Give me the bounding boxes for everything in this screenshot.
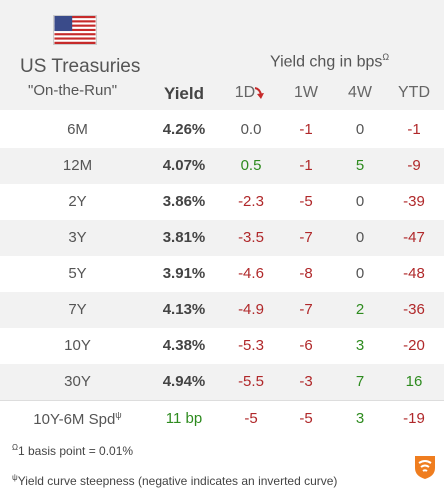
row-change-ytd: -48	[403, 265, 425, 282]
row-change-4w: 2	[355, 301, 365, 318]
row-change-1d: -5.3	[238, 337, 264, 354]
row-change-1w: -1	[299, 157, 313, 174]
row-change-1d: -2.3	[238, 193, 264, 210]
spread-1d: -5	[244, 410, 258, 427]
col-header-1d[interactable]: 1D	[222, 84, 280, 102]
row-change-1w: -7	[299, 301, 313, 318]
table-subtitle: "On-the-Run"	[28, 82, 118, 99]
table-row: 2Y 3.86% -2.3 -5 0 -39	[0, 184, 444, 220]
col-header-1d-label: 1D	[234, 84, 256, 101]
row-change-4w: 0	[355, 121, 365, 138]
spread-divider	[0, 400, 444, 401]
row-change-1w: -6	[299, 337, 313, 354]
row-change-ytd: -36	[403, 301, 425, 318]
row-change-4w: 0	[355, 193, 365, 210]
table-row: 6M 4.26% 0.0 -1 0 -1	[0, 112, 444, 148]
footnote-basis-point: Ω1 basis point = 0.01%	[12, 443, 133, 458]
col-header-ytd[interactable]: YTD	[398, 84, 430, 101]
row-change-1d: -3.5	[238, 229, 264, 246]
footnote-curve: ψYield curve steepness (negative indicat…	[12, 473, 337, 488]
col-header-yield[interactable]: Yield	[164, 84, 204, 103]
row-maturity-label: 2Y	[68, 193, 87, 210]
row-change-1w: -3	[299, 373, 313, 390]
table-row: 12M 4.07% 0.5 -1 5 -9	[0, 148, 444, 184]
row-change-1d: -4.6	[238, 265, 264, 282]
row-change-ytd: -39	[403, 193, 425, 210]
col-header-4w[interactable]: 4W	[348, 84, 372, 101]
row-change-4w: 0	[355, 229, 365, 246]
row-yield: 4.26%	[162, 121, 206, 138]
spread-row: 10Y-6M Spdψ 11 bp -5 -5 3 -19	[0, 401, 444, 437]
row-change-4w: 0	[355, 265, 365, 282]
row-change-ytd: 16	[405, 373, 423, 390]
row-change-4w: 3	[355, 337, 365, 354]
us-flag-icon	[53, 15, 97, 45]
row-yield: 3.81%	[162, 229, 206, 246]
row-maturity-label: 10Y	[64, 337, 91, 354]
row-change-1w: -7	[299, 229, 313, 246]
row-yield: 4.38%	[162, 337, 206, 354]
row-yield: 3.91%	[162, 265, 206, 282]
row-change-1w: -5	[299, 193, 313, 210]
row-maturity-label: 12M	[62, 157, 93, 174]
spread-1w: -5	[299, 410, 313, 427]
row-change-1w: -1	[299, 121, 313, 138]
row-yield: 3.86%	[162, 193, 206, 210]
table-title: US Treasuries	[20, 56, 141, 77]
row-maturity-label: 30Y	[64, 373, 91, 390]
table-row: 7Y 4.13% -4.9 -7 2 -36	[0, 292, 444, 328]
row-change-4w: 7	[355, 373, 365, 390]
row-maturity-label: 3Y	[68, 229, 87, 246]
row-change-4w: 5	[355, 157, 365, 174]
table-row: 5Y 3.91% -4.6 -8 0 -48	[0, 256, 444, 292]
row-change-1d: 0.0	[240, 121, 262, 138]
table-header: US Treasuries "On-the-Run" Yield chg in …	[0, 0, 444, 110]
spread-4w: 3	[355, 410, 365, 427]
yield-change-label: Yield chg in bps	[270, 53, 383, 71]
row-change-1d: -5.5	[238, 373, 264, 390]
row-change-ytd: -9	[407, 157, 421, 174]
footnote-curve-text: Yield curve steepness (negative indicate…	[17, 474, 338, 488]
row-maturity-label: 7Y	[68, 301, 87, 318]
brand-logo-icon[interactable]	[412, 454, 438, 480]
psi-footnote-marker: ψ	[115, 410, 122, 420]
row-maturity-label: 5Y	[68, 265, 87, 282]
row-change-ytd: -20	[403, 337, 425, 354]
footnote-basis-marker: Ω	[12, 443, 18, 452]
row-change-1d: -4.9	[238, 301, 264, 318]
spread-value: 11 bp	[165, 410, 203, 427]
footnote-basis-text: 1 basis point = 0.01%	[17, 444, 134, 458]
row-change-1w: -8	[299, 265, 313, 282]
row-yield: 4.94%	[162, 373, 206, 390]
spread-label: 10Y-6M Spdψ	[20, 410, 135, 428]
table-row: 10Y 4.38% -5.3 -6 3 -20	[0, 328, 444, 364]
col-header-1w[interactable]: 1W	[294, 84, 318, 101]
row-yield: 4.07%	[162, 157, 206, 174]
table-row: 30Y 4.94% -5.5 -3 7 16	[0, 364, 444, 400]
omega-footnote-marker: Ω	[382, 52, 390, 62]
table-row: 3Y 3.81% -3.5 -7 0 -47	[0, 220, 444, 256]
row-maturity-label: 6M	[67, 121, 88, 138]
spread-label-text: 10Y-6M Spd	[33, 411, 116, 428]
spread-ytd: -19	[403, 410, 425, 427]
row-change-ytd: -47	[403, 229, 425, 246]
red-down-arrow-icon	[254, 86, 265, 99]
footnote-curve-marker: ψ	[12, 473, 18, 482]
row-change-ytd: -1	[407, 121, 421, 138]
row-yield: 4.13%	[162, 301, 206, 318]
yield-change-heading: Yield chg in bpsΩ	[270, 52, 389, 71]
row-change-1d: 0.5	[240, 157, 262, 174]
